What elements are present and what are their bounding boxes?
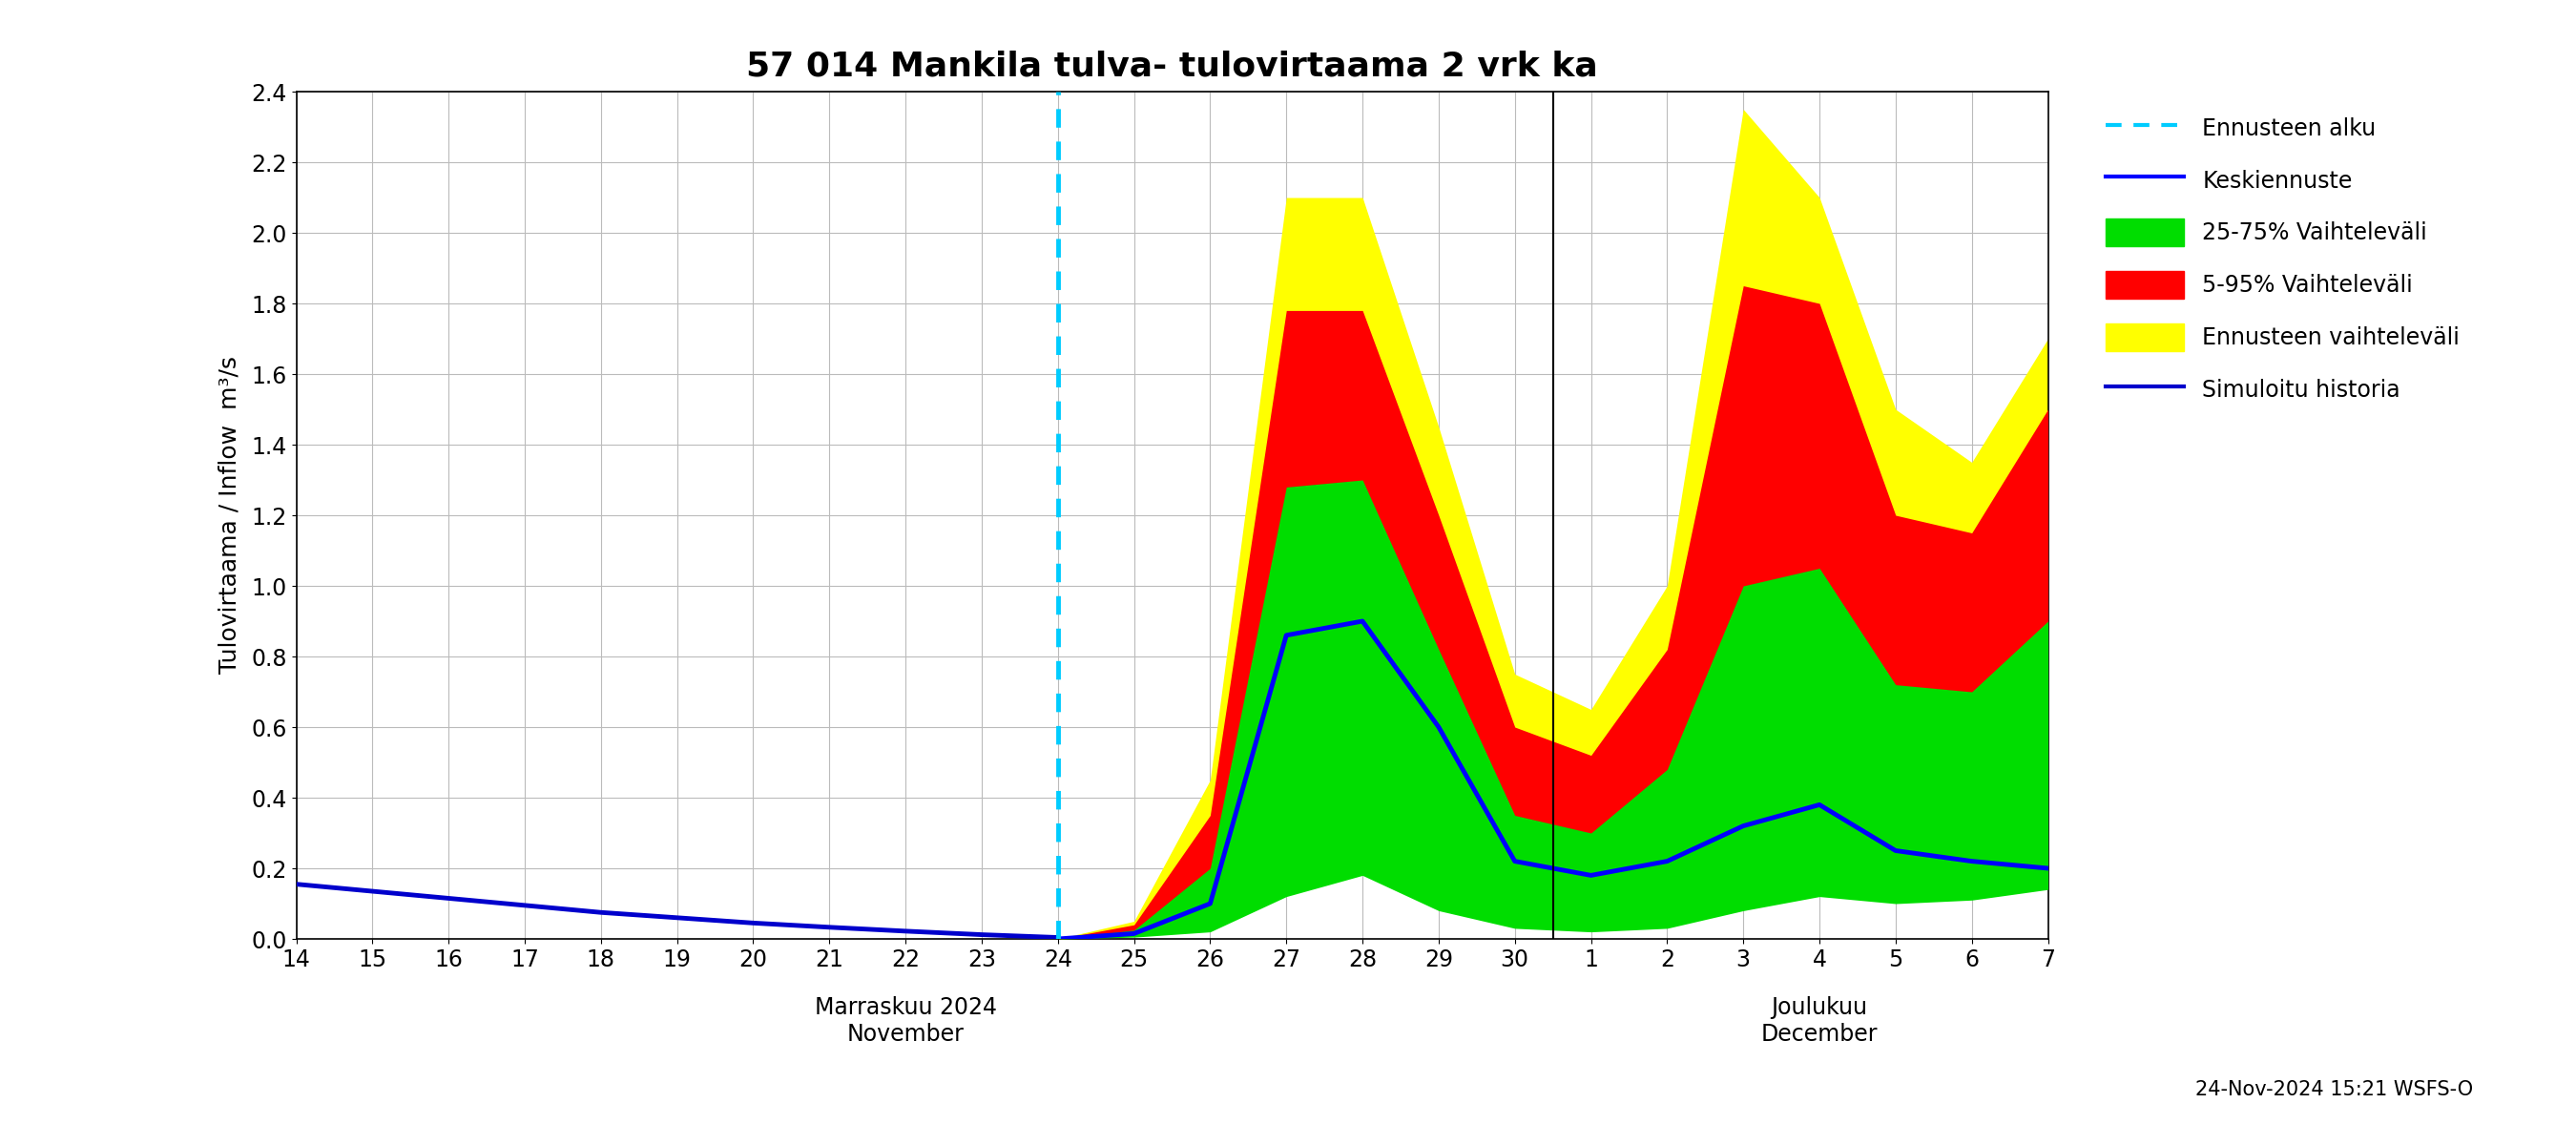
Y-axis label: Tulovirtaama / Inflow  m³/s: Tulovirtaama / Inflow m³/s — [219, 356, 240, 674]
Text: Joulukuu
December: Joulukuu December — [1762, 996, 1878, 1045]
Legend: Ennusteen alku, Keskiennuste, 25-75% Vaihteleväli, 5-95% Vaihteleväli, Ennusteen: Ennusteen alku, Keskiennuste, 25-75% Vai… — [2094, 103, 2470, 414]
Text: Marraskuu 2024
November: Marraskuu 2024 November — [814, 996, 997, 1045]
Text: 24-Nov-2024 15:21 WSFS-O: 24-Nov-2024 15:21 WSFS-O — [2195, 1080, 2473, 1099]
Title: 57 014 Mankila tulva- tulovirtaama 2 vrk ka: 57 014 Mankila tulva- tulovirtaama 2 vrk… — [747, 50, 1597, 82]
